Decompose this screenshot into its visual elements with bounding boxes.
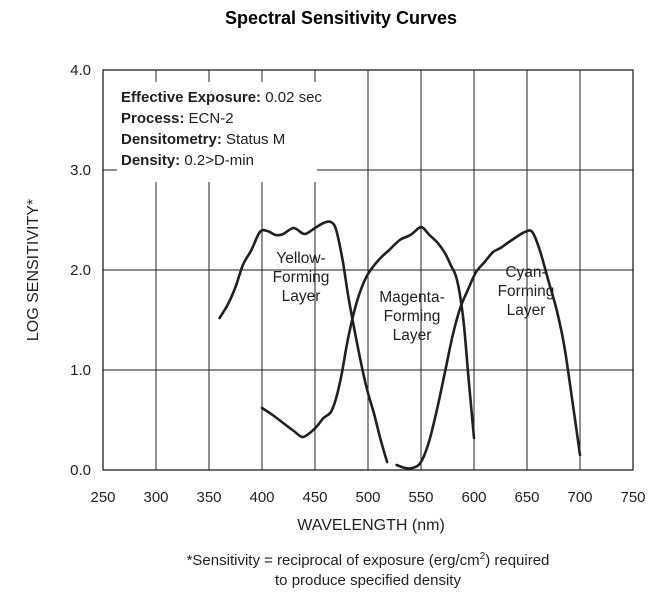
x-tick-label: 400 (249, 489, 274, 506)
magenta-forming-layer-curve (260, 225, 476, 440)
annotation-label: Process: (121, 110, 184, 127)
footnote-part-2: ) required (485, 552, 549, 569)
x-tick-label: 250 (90, 489, 115, 506)
y-tick-label: 1.0 (70, 362, 91, 379)
notes-background (117, 82, 317, 182)
layer-label-line: Forming (498, 283, 555, 300)
footnote-superscript: 2 (480, 551, 486, 562)
exposure-notes: Effective Exposure: 0.02 sec Process: ECN… (117, 82, 322, 182)
layer-label-line: Forming (273, 269, 330, 286)
x-tick-label: 350 (196, 489, 221, 506)
x-tick-label: 750 (620, 489, 645, 506)
layer-label-line: Layer (507, 302, 546, 319)
layer-label-line: Layer (282, 288, 321, 305)
cyan-layer-label: Cyan- Forming Layer (498, 264, 555, 319)
footnote: *Sensitivity = reciprocal of exposure (e… (187, 551, 550, 589)
layer-label-line: Forming (384, 308, 441, 325)
x-tick-label: 600 (461, 489, 486, 506)
annotation-line: Effective Exposure: 0.02 sec (121, 89, 322, 106)
x-axis-label: WAVELENGTH (nm) (297, 517, 445, 534)
annotation-value: Status M (222, 131, 285, 148)
layer-label-line: Cyan- (505, 264, 546, 281)
y-tick-label: 2.0 (70, 262, 91, 279)
x-tick-label: 650 (514, 489, 539, 506)
annotation-label: Densitometry: (121, 131, 222, 148)
chart-title: Spectral Sensitivity Curves (225, 8, 457, 28)
y-tick-label: 3.0 (70, 162, 91, 179)
annotation-line: Process: ECN-2 (121, 110, 234, 127)
layer-label-line: Layer (393, 327, 432, 344)
annotation-value: ECN-2 (184, 110, 233, 127)
x-tick-label: 700 (567, 489, 592, 506)
y-tick-label: 0.0 (70, 462, 91, 479)
x-tick-labels: 250 300 350 400 450 500 550 600 650 700 750 (90, 489, 645, 506)
y-tick-label: 4.0 (70, 62, 91, 79)
annotation-value: 0.2>D-min (180, 152, 254, 169)
x-tick-label: 300 (143, 489, 168, 506)
y-tick-labels: 0.0 1.0 2.0 3.0 4.0 (70, 62, 91, 479)
magenta-layer-label: Magenta- Forming Layer (379, 289, 444, 344)
annotation-line: Densitometry: Status M (121, 131, 285, 148)
annotation-line: Density: 0.2>D-min (121, 152, 254, 169)
plot-frame (102, 69, 634, 471)
series-lines (218, 220, 582, 470)
x-tick-label: 450 (302, 489, 327, 506)
annotation-label: Density: (121, 152, 180, 169)
x-tick-label: 500 (355, 489, 380, 506)
y-axis-label: LOG SENSITIVITY* (25, 199, 42, 341)
layer-label-line: Yellow- (276, 250, 325, 267)
footnote-line-1: *Sensitivity = reciprocal of exposure (e… (187, 551, 550, 569)
cyan-forming-layer-curve (395, 229, 582, 470)
footnote-line-2: to produce specified density (275, 572, 461, 589)
annotation-value: 0.02 sec (261, 89, 322, 106)
layer-label-line: Magenta- (379, 289, 444, 306)
footnote-part-1: *Sensitivity = reciprocal of exposure (e… (187, 552, 480, 569)
annotation-label: Effective Exposure: (121, 89, 261, 106)
layer-labels: Yellow-Forming Layer Magenta-Forming LayerC… (273, 250, 555, 344)
yellow-layer-label: Yellow- Forming Layer (273, 250, 330, 305)
yellow-forming-layer-curve (218, 220, 389, 464)
x-tick-label: 550 (408, 489, 433, 506)
